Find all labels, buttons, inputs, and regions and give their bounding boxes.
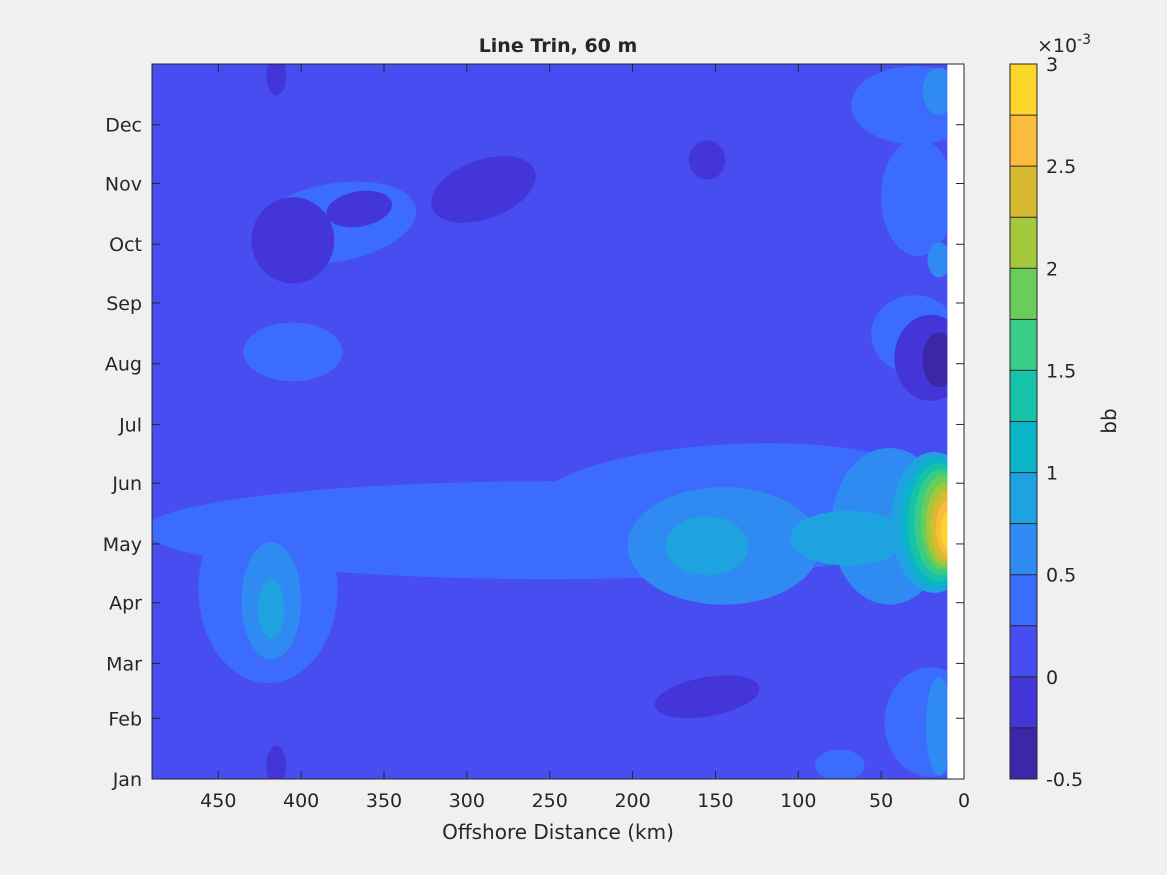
contour-region-4 <box>326 190 392 228</box>
x-tick-label: 300 <box>449 790 485 812</box>
x-tick-label: 100 <box>780 790 816 812</box>
contour-region-11 <box>881 138 955 256</box>
plot-area: 450 400 350 300 250 200 150 100 50 0 Jan Feb Mar Apr… <box>103 63 970 812</box>
colorbar-tick-label: 3 <box>1046 54 1058 76</box>
colorbar-tick-label: 2.5 <box>1046 156 1076 178</box>
contour-region-5 <box>431 156 536 223</box>
contour-region-25 <box>665 516 749 576</box>
colorbar-exponent-base: ×10 <box>1037 35 1077 57</box>
contour-region-23 <box>258 579 285 638</box>
contour-region-27 <box>790 510 906 566</box>
y-tick-label: Mar <box>106 653 142 675</box>
x-tick-label: 50 <box>869 790 893 812</box>
x-tick-label: 250 <box>532 790 568 812</box>
contour-region-3 <box>251 197 335 284</box>
x-tick-label: 0 <box>958 790 970 812</box>
no-data-strip <box>947 64 964 779</box>
colorbar-swatch <box>1010 319 1037 371</box>
colorbar-exponent: ×10-3 <box>1037 32 1091 57</box>
colorbar-swatch <box>1010 727 1037 779</box>
colorbar-swatch <box>1010 64 1037 116</box>
colorbar-swatch <box>1010 676 1037 728</box>
colorbar-tick-label: 2 <box>1046 258 1058 280</box>
colorbar-label: bb <box>1097 408 1121 433</box>
colorbar-tick-label: -0.5 <box>1046 769 1083 791</box>
colorbar-swatch <box>1010 421 1037 473</box>
colorbar-swatch <box>1010 217 1037 269</box>
x-tick-label: 350 <box>366 790 402 812</box>
svg-text:×10-3: ×10-3 <box>1037 32 1091 57</box>
colorbar-swatch <box>1010 370 1037 422</box>
colorbar: -0.5 0 0.5 1 1.5 2 2.5 3 <box>1009 54 1083 791</box>
colorbar-swatch <box>1010 115 1037 167</box>
contour-region-16 <box>925 677 953 776</box>
colorbar-swatch <box>1010 472 1037 524</box>
contour-fill-layer <box>152 64 964 779</box>
contour-region-17 <box>814 749 865 779</box>
contour-region-18 <box>654 675 760 719</box>
y-tick-label: Jul <box>118 414 142 436</box>
plot-frame <box>151 63 965 780</box>
y-tick-label: Jun <box>111 473 142 495</box>
colorbar-swatch <box>1010 523 1037 575</box>
y-tick-label: Jan <box>112 769 142 791</box>
contour-region-7 <box>243 322 343 382</box>
x-axis-ticks: 450 400 350 300 250 200 150 100 50 0 <box>200 64 970 812</box>
colorbar-tick-label: 1.5 <box>1046 360 1076 382</box>
y-tick-label: Dec <box>105 115 142 137</box>
x-tick-label: 200 <box>614 790 650 812</box>
colorbar-swatch <box>1010 268 1037 320</box>
y-axis-ticks: Jan Feb Mar Apr May Jun Jul Aug Sep Oct Nov Dec <box>103 115 964 791</box>
x-tick-label: 150 <box>697 790 733 812</box>
colorbar-exponent-power: -3 <box>1077 32 1091 48</box>
chart-title: Line Trin, 60 m <box>479 35 638 57</box>
x-axis-label: Offshore Distance (km) <box>442 820 674 844</box>
y-tick-label: Nov <box>105 173 142 195</box>
contour-region-6 <box>688 140 726 180</box>
x-tick-label: 450 <box>200 790 236 812</box>
colorbar-tick-label: 0.5 <box>1046 565 1076 587</box>
colorbar-swatch <box>1010 625 1037 677</box>
colorbar-frame <box>1009 63 1038 780</box>
y-tick-label: Oct <box>109 234 142 256</box>
x-tick-label: 400 <box>283 790 319 812</box>
y-tick-label: May <box>103 534 142 556</box>
y-tick-label: Feb <box>108 708 142 730</box>
contour-region-0 <box>266 64 287 96</box>
contour-region-1 <box>266 745 287 779</box>
y-tick-label: Sep <box>106 293 142 315</box>
colorbar-tick-label: 1 <box>1046 463 1058 485</box>
y-tick-label: Aug <box>105 354 142 376</box>
contour-region-12 <box>927 242 951 278</box>
colorbar-tick-label: 0 <box>1046 667 1058 689</box>
y-tick-label: Apr <box>109 593 142 615</box>
colorbar-swatch <box>1010 574 1037 626</box>
colorbar-swatch <box>1010 166 1037 218</box>
